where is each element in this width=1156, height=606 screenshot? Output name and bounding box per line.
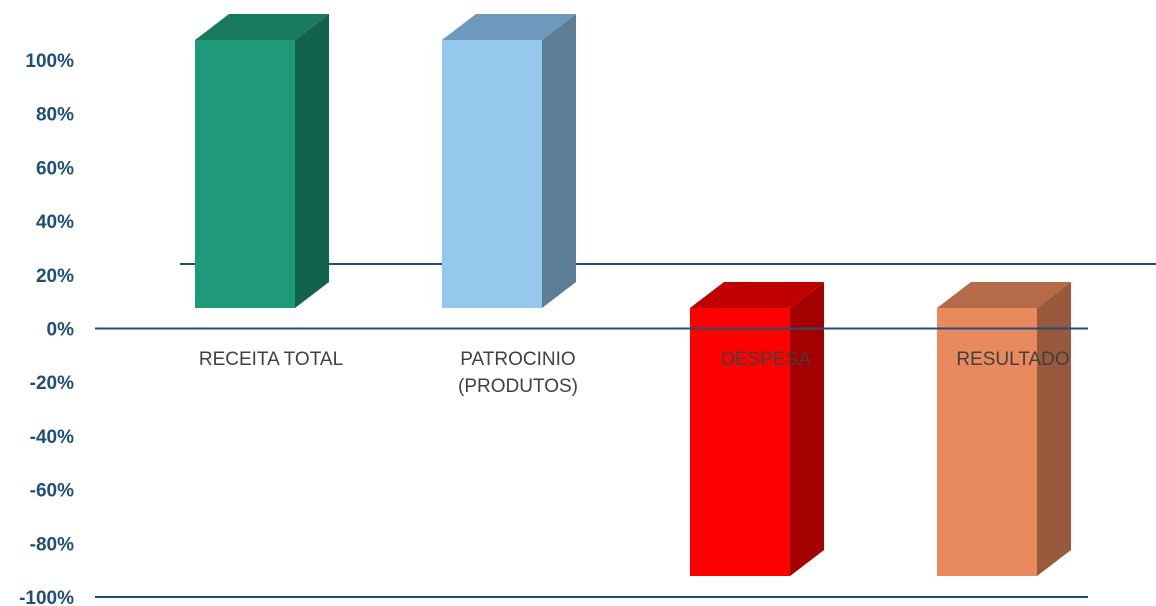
- y-tick-label: 0%: [47, 320, 75, 341]
- bars: [195, 14, 1071, 576]
- bar-top-face: [442, 14, 576, 40]
- category-label: PATROCINIO (PRODUTOS): [458, 349, 578, 397]
- y-tick-label: 100%: [25, 51, 74, 72]
- y-tick-label: -80%: [30, 534, 74, 555]
- y-tick-label: 20%: [36, 266, 74, 287]
- category-label: RESULTADO: [956, 349, 1069, 370]
- bar-front-face: [442, 40, 542, 308]
- bar-front-face: [195, 40, 295, 308]
- category-label-line: RECEITA TOTAL: [199, 349, 343, 370]
- bar: [690, 282, 824, 576]
- bar-front-face: [937, 308, 1037, 576]
- y-tick-label: -60%: [30, 481, 74, 502]
- bar-top-face: [690, 282, 824, 308]
- bar-side-face: [1037, 282, 1071, 576]
- category-label-line: PATROCINIO: [460, 349, 575, 370]
- y-axis-tick-labels: 100% 80% 60% 40% 20% 0% -20% -40% -60% -80% -100%: [19, 51, 74, 606]
- bar-front-face: [690, 308, 790, 576]
- category-label-line: RESULTADO: [956, 349, 1069, 370]
- bar-side-face: [295, 14, 329, 308]
- y-tick-label: -20%: [30, 373, 74, 394]
- category-labels: RECEITA TOTAL PATROCINIO (PRODUTOS) DESPESA…: [199, 349, 1070, 397]
- y-tick-label: -40%: [30, 427, 74, 448]
- category-label: DESPESA: [721, 349, 811, 370]
- category-label-line: DESPESA: [721, 349, 811, 370]
- category-label-line: (PRODUTOS): [458, 376, 578, 397]
- bar-top-face: [937, 282, 1071, 308]
- category-label: RECEITA TOTAL: [199, 349, 343, 370]
- y-tick-label: 40%: [36, 212, 74, 233]
- bar-side-face: [542, 14, 576, 308]
- bar-side-face: [790, 282, 824, 576]
- bar-top-face: [195, 14, 329, 40]
- bar: [442, 14, 576, 308]
- y-tick-label: 80%: [36, 105, 74, 126]
- y-tick-label: -100%: [19, 588, 74, 606]
- bar: [195, 14, 329, 308]
- y-tick-label: 60%: [36, 158, 74, 179]
- bar: [937, 282, 1071, 576]
